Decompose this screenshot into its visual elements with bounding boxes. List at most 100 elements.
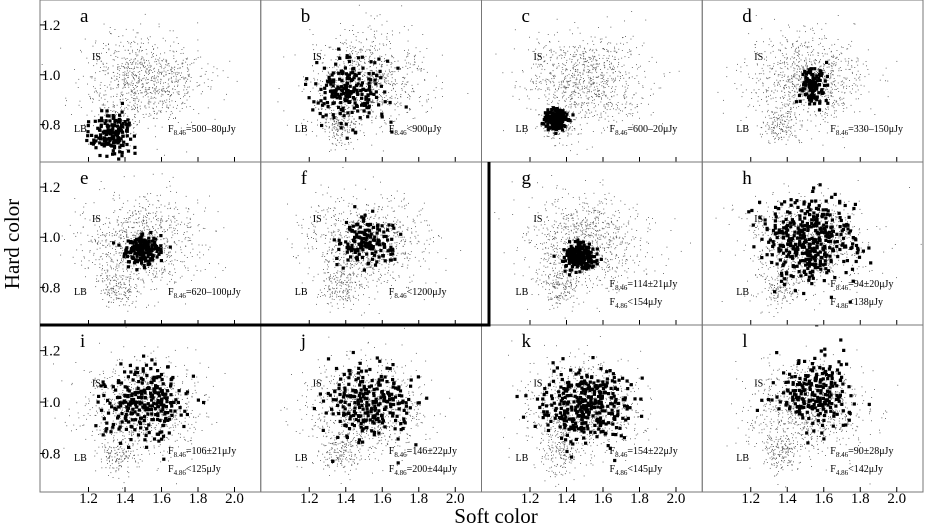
background-point <box>786 39 788 40</box>
background-point <box>352 53 353 55</box>
background-point <box>168 119 169 120</box>
data-point <box>344 90 348 94</box>
background-point <box>788 95 790 97</box>
background-point <box>326 67 328 69</box>
background-point <box>283 56 285 58</box>
background-point <box>117 84 118 86</box>
background-point <box>362 49 363 51</box>
background-point <box>768 126 770 128</box>
background-point <box>148 71 150 73</box>
background-point <box>781 53 783 54</box>
background-point <box>158 23 160 25</box>
background-point <box>625 89 627 91</box>
background-point <box>825 78 827 80</box>
background-point <box>380 125 382 127</box>
background-point <box>577 69 579 71</box>
background-point <box>767 111 768 113</box>
background-point <box>556 90 558 92</box>
background-point <box>601 72 603 74</box>
background-point <box>782 55 784 57</box>
background-point <box>136 124 138 126</box>
background-point <box>748 73 749 75</box>
data-point <box>323 86 327 90</box>
background-point <box>371 74 373 76</box>
background-point <box>785 48 787 49</box>
background-point <box>545 78 547 80</box>
background-point <box>402 66 404 68</box>
background-point <box>397 98 399 99</box>
background-point <box>514 85 516 87</box>
background-point <box>597 76 599 78</box>
background-point <box>123 86 125 88</box>
background-point <box>600 41 602 43</box>
background-point <box>164 52 166 54</box>
background-point <box>574 22 576 23</box>
background-point <box>365 111 367 113</box>
background-point <box>563 64 565 66</box>
background-point <box>93 65 95 67</box>
background-point <box>172 67 174 69</box>
background-point <box>570 133 572 135</box>
background-point <box>140 42 142 44</box>
background-point <box>868 91 870 93</box>
background-point <box>600 74 602 76</box>
background-point <box>379 63 380 65</box>
background-point <box>149 87 151 88</box>
background-point <box>532 51 534 52</box>
background-point <box>158 76 159 78</box>
background-point <box>857 60 859 62</box>
background-point <box>865 61 867 62</box>
background-point <box>406 73 408 75</box>
background-point <box>584 116 586 118</box>
background-point <box>611 86 613 88</box>
background-point <box>820 99 821 101</box>
background-point <box>833 102 834 103</box>
background-point <box>366 86 367 87</box>
background-point <box>561 71 563 73</box>
background-point <box>164 100 165 102</box>
background-point <box>751 98 753 99</box>
background-point <box>781 139 783 141</box>
background-point <box>147 37 148 39</box>
data-point <box>133 151 137 155</box>
data-point <box>100 142 104 146</box>
background-point <box>135 62 137 64</box>
background-point <box>772 123 774 125</box>
data-point <box>372 92 376 96</box>
background-point <box>540 81 542 82</box>
background-point <box>794 76 795 78</box>
background-point <box>802 93 804 95</box>
data-point <box>116 141 120 145</box>
background-point <box>175 80 177 82</box>
data-point <box>357 71 361 75</box>
background-point <box>376 100 378 102</box>
background-point <box>80 107 82 108</box>
data-point <box>366 93 370 97</box>
background-point <box>161 73 162 74</box>
background-point <box>188 73 190 75</box>
background-point <box>784 47 786 49</box>
background-point <box>576 77 578 79</box>
background-point <box>578 133 580 135</box>
background-point <box>152 45 153 47</box>
background-point <box>145 82 147 84</box>
background-point <box>333 109 335 111</box>
background-point <box>786 87 787 88</box>
background-point <box>570 80 572 82</box>
background-point <box>618 58 620 60</box>
data-point <box>818 78 822 83</box>
background-point <box>610 26 612 28</box>
background-point <box>851 71 853 73</box>
background-point <box>420 70 422 72</box>
background-point <box>177 73 179 75</box>
background-point <box>829 92 831 94</box>
background-point <box>543 56 545 58</box>
background-point <box>569 95 571 96</box>
background-point <box>625 91 627 92</box>
background-point <box>341 42 343 44</box>
background-point <box>793 67 795 69</box>
data-point <box>94 139 98 143</box>
background-point <box>650 88 652 90</box>
background-point <box>859 79 861 81</box>
background-point <box>156 86 157 88</box>
